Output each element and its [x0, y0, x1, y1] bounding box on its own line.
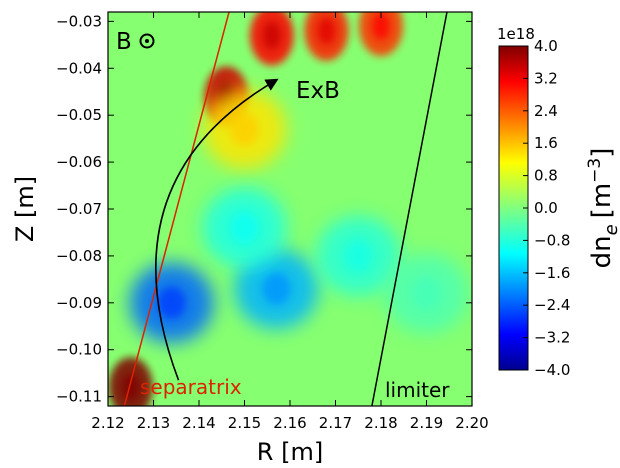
- x-tick-label: 2.16: [273, 414, 306, 432]
- colorbar-tick-label: −2.4: [534, 296, 570, 314]
- x-tick-label: 2.17: [319, 414, 352, 432]
- y-tick-label: −0.06: [56, 153, 102, 171]
- colorbar-label-close: ]: [587, 148, 617, 158]
- svg-text:dne[m−3]: dne [m−3]: [585, 148, 620, 269]
- field-annotation: B: [116, 29, 132, 55]
- colorbar-label: dne [m−3]: [585, 148, 620, 269]
- y-tick-label: −0.08: [56, 247, 102, 265]
- heatmap-core-negative: [230, 211, 259, 244]
- x-axis: 2.12 2.13 2.14 2.15 2.16 2.17 2.18 2.19 2.20: [91, 12, 489, 432]
- exb-label: ExB: [296, 78, 340, 104]
- limiter-label: limiter: [385, 378, 450, 402]
- colorbar-tick-label: 3.2: [534, 69, 558, 87]
- colorbar-tick-label: 2.4: [534, 102, 558, 120]
- heatmap-core-positive: [317, 16, 336, 45]
- boundary-lines: [123, 12, 448, 406]
- y-tick-label: −0.03: [56, 12, 102, 30]
- x-tick-label: 2.18: [364, 414, 397, 432]
- heatmap-core-positive: [230, 113, 259, 146]
- heatmap-background: [108, 12, 472, 406]
- colorbar-tick-label: −1.6: [534, 264, 570, 282]
- x-axis-label: R [m]: [257, 438, 323, 466]
- heatmap-plot: [108, 12, 472, 406]
- colorbar-label-exp: −3: [585, 158, 605, 183]
- colorbar: 4.0 3.2 2.4 1.6 0.8 0.0 −0.8 −1.6 −2.4 −3.2 −4.0 1…: [497, 25, 620, 379]
- colorbar-label-main: dn: [587, 235, 617, 268]
- colorbar-label-sub: e: [601, 224, 620, 235]
- colorbar-tick-label: 0.8: [534, 167, 558, 185]
- y-axis: −0.03 −0.04 −0.05 −0.06 −0.07 −0.08 −0.09 −0.10…: [56, 12, 472, 406]
- y-tick-label: −0.04: [56, 59, 102, 77]
- y-tick-label: −0.09: [56, 294, 102, 312]
- colorbar-label-unit: [m: [587, 183, 617, 218]
- x-tick-label: 2.19: [410, 414, 443, 432]
- x-tick-label: 2.14: [182, 414, 215, 432]
- y-tick-label: −0.07: [56, 200, 102, 218]
- colorbar-tick-label: −3.2: [534, 329, 570, 347]
- heatmap-core-positive: [121, 373, 140, 402]
- heatmap-core-positive: [262, 21, 281, 50]
- separatrix-line: [123, 12, 230, 406]
- x-tick-label: 2.15: [228, 414, 261, 432]
- y-tick-label: −0.11: [56, 388, 102, 406]
- y-axis-label: Z [m]: [11, 176, 39, 242]
- heatmap-core-negative: [157, 286, 186, 319]
- field-out-of-plane-icon: [139, 33, 155, 49]
- separatrix-label: separatrix: [140, 375, 242, 399]
- colorbar-tick-label: −4.0: [534, 361, 570, 379]
- heatmap-core-negative: [412, 277, 441, 310]
- colorbar-tick-label: 0.0: [534, 199, 558, 217]
- x-tick-label: 2.20: [455, 414, 488, 432]
- colorbar-tick-label: 1.6: [534, 134, 558, 152]
- colorbar-scale: 1e18: [497, 25, 535, 43]
- y-tick-label: −0.05: [56, 106, 102, 124]
- heatmap-field: [108, 12, 469, 406]
- heatmap-core-positive: [372, 12, 390, 41]
- colorbar-tick-label: −0.8: [534, 231, 570, 249]
- heatmap-core-negative: [262, 272, 291, 305]
- limiter-line: [371, 12, 448, 406]
- exb-arrow: [154, 78, 279, 381]
- x-tick-label: 2.12: [91, 414, 124, 432]
- colorbar-ticks: 4.0 3.2 2.4 1.6 0.8 0.0 −0.8 −1.6 −2.4 −3.2 −4.0: [523, 37, 570, 379]
- y-tick-label: −0.10: [56, 341, 102, 359]
- colorbar-tick-label: 4.0: [534, 37, 558, 55]
- x-tick-label: 2.13: [137, 414, 170, 432]
- heatmap-core-negative: [344, 239, 373, 272]
